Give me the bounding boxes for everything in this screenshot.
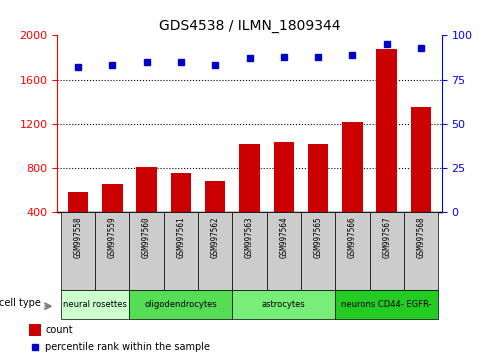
Bar [61, 290, 129, 319]
Title: GDS4538 / ILMN_1809344: GDS4538 / ILMN_1809344 [159, 19, 340, 33]
Bar [370, 212, 404, 290]
Bar [61, 212, 95, 290]
Bar [136, 167, 157, 257]
Bar [198, 212, 233, 290]
Text: neurons CD44- EGFR-: neurons CD44- EGFR- [341, 300, 432, 309]
Bar [266, 212, 301, 290]
Text: GSM997566: GSM997566 [348, 216, 357, 258]
Text: GSM997563: GSM997563 [245, 216, 254, 258]
Bar [233, 290, 335, 319]
Bar [102, 184, 123, 257]
Bar [29, 324, 41, 336]
Bar [129, 212, 164, 290]
Bar [335, 290, 438, 319]
Text: neural rosettes: neural rosettes [63, 300, 127, 309]
Text: astrocytes: astrocytes [262, 300, 306, 309]
Bar [411, 107, 431, 257]
Bar [129, 290, 233, 319]
Text: GSM997562: GSM997562 [211, 216, 220, 258]
Text: count: count [45, 325, 73, 335]
Bar [164, 212, 198, 290]
Bar [205, 181, 226, 257]
Bar [342, 122, 363, 257]
Text: GSM997559: GSM997559 [108, 216, 117, 258]
Bar [273, 142, 294, 257]
Bar [301, 212, 335, 290]
Text: GSM997561: GSM997561 [176, 216, 186, 258]
Text: percentile rank within the sample: percentile rank within the sample [45, 342, 210, 352]
Bar [376, 48, 397, 257]
Bar [95, 212, 129, 290]
Text: GSM997565: GSM997565 [313, 216, 323, 258]
Text: oligodendrocytes: oligodendrocytes [145, 300, 217, 309]
Bar [308, 144, 328, 257]
Bar [404, 212, 438, 290]
Text: GSM997560: GSM997560 [142, 216, 151, 258]
Text: GSM997567: GSM997567 [382, 216, 391, 258]
Text: GSM997564: GSM997564 [279, 216, 288, 258]
Bar [233, 212, 266, 290]
Text: GSM997558: GSM997558 [73, 216, 82, 258]
Text: cell type: cell type [0, 298, 41, 308]
Bar [68, 193, 88, 257]
Bar [335, 212, 370, 290]
Bar [171, 172, 191, 257]
Bar [239, 144, 260, 257]
Text: GSM997568: GSM997568 [417, 216, 426, 258]
